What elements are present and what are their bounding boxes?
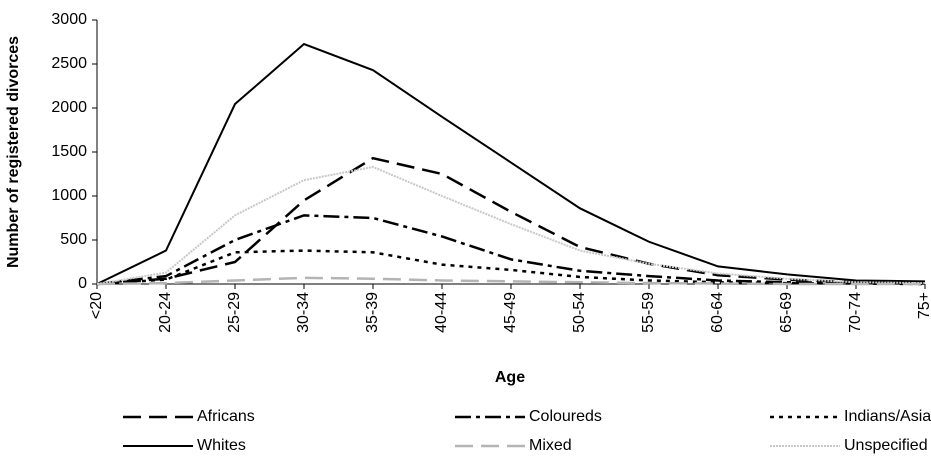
series-line <box>96 214 926 286</box>
legend-label: Mixed <box>529 437 572 454</box>
y-tick-label: 2000 <box>51 99 87 116</box>
legend-label: Whites <box>197 437 246 454</box>
series-line <box>96 165 926 285</box>
y-tick-label: 500 <box>60 231 87 248</box>
legend-label: Indians/Asians <box>844 408 931 425</box>
x-tick-label: 25-29 <box>226 292 243 333</box>
x-tick-label: 55-59 <box>640 292 657 333</box>
legend-label: Unspecified <box>844 437 928 454</box>
x-tick-label: 65-69 <box>778 292 795 333</box>
x-tick-label: 35-39 <box>364 292 381 333</box>
x-tick-label: 40-44 <box>433 292 450 333</box>
x-tick-label: 45-49 <box>502 292 519 333</box>
x-tick-label: 75+ <box>916 292 931 319</box>
x-tick-label: 20-24 <box>157 292 174 333</box>
x-tick-label: <20 <box>88 292 105 319</box>
x-tick-label: 70-74 <box>847 292 864 333</box>
y-tick-label: 1500 <box>51 143 87 160</box>
y-tick-label: 0 <box>78 275 87 292</box>
x-tick-label: 60-64 <box>709 292 726 333</box>
y-tick-label: 3000 <box>51 11 87 28</box>
x-tick-label: 50-54 <box>571 292 588 333</box>
y-tick-label: 2500 <box>51 55 87 72</box>
legend-label: Coloureds <box>529 408 602 425</box>
x-axis-title: Age <box>495 369 525 386</box>
y-tick-label: 1000 <box>51 187 87 204</box>
legend-label: Africans <box>197 408 255 425</box>
series-line <box>96 156 926 286</box>
series-line <box>96 42 926 285</box>
series-line <box>96 276 925 286</box>
x-tick-label: 30-34 <box>295 292 312 333</box>
y-axis-title: Number of registered divorces <box>5 36 22 268</box>
